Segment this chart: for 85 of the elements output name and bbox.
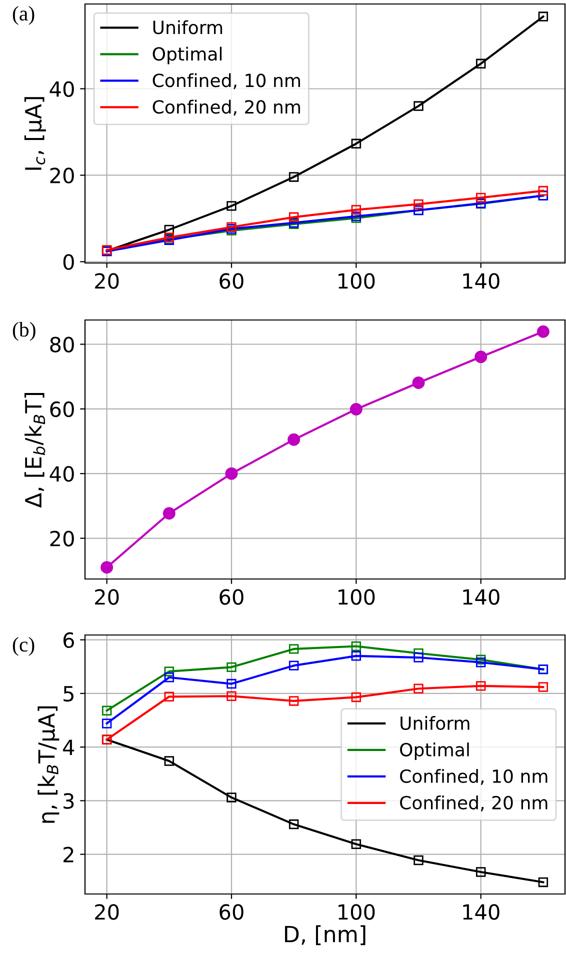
point	[351, 138, 362, 149]
point	[226, 678, 236, 689]
point	[226, 691, 236, 701]
y-tick-label: 40	[50, 466, 74, 482]
point	[225, 467, 238, 480]
point	[288, 696, 299, 706]
point	[476, 192, 486, 203]
legend-label: Confined, 10 nm	[152, 73, 300, 90]
point	[288, 433, 300, 446]
y-tick-label: 20	[50, 168, 74, 184]
x-tick-label: 100	[338, 589, 375, 605]
x-tick-label: 140	[463, 589, 500, 605]
legend-label: Confined, 20 nm	[400, 796, 548, 812]
y-tick-label: 0	[63, 254, 74, 270]
point	[351, 839, 362, 849]
point	[474, 350, 488, 364]
x-tick-label: 20	[95, 904, 119, 920]
point	[538, 12, 548, 22]
y-tick-label: 40	[50, 81, 74, 97]
point	[351, 641, 362, 652]
x-tick-label: 100	[338, 273, 375, 289]
y-tick-label: 6	[63, 632, 74, 648]
legend-label: Confined, 20 nm	[152, 100, 300, 116]
point	[476, 657, 486, 668]
point	[164, 756, 174, 766]
x-tick-label: 140	[463, 904, 500, 920]
y-tick-label: 20	[50, 530, 74, 546]
x-tick-label: 60	[220, 273, 244, 289]
y-tick-label: 5	[64, 686, 74, 702]
point	[414, 855, 424, 866]
y-axis-title: I$_{c}$, [μA]	[24, 97, 46, 170]
x-axis-title: D, [nm]	[285, 925, 366, 946]
point	[536, 325, 550, 338]
point	[538, 877, 548, 888]
point	[164, 224, 174, 235]
point	[538, 682, 548, 692]
point	[100, 561, 114, 574]
point	[476, 867, 486, 877]
point	[164, 692, 174, 702]
x-tick-label: 20	[95, 273, 119, 289]
legend-label: Optimal	[400, 742, 469, 760]
x-tick-label: 60	[220, 904, 244, 920]
point	[350, 402, 362, 416]
y-axis-title: η, [k$_{B}$T/μA]	[38, 706, 60, 823]
chart-title: (a)	[12, 6, 34, 25]
point	[226, 201, 236, 211]
point	[288, 660, 299, 670]
y-tick-label: 60	[50, 401, 74, 418]
point	[288, 644, 299, 654]
y-tick-label: 4	[63, 740, 74, 755]
point	[164, 666, 174, 676]
point	[288, 172, 299, 182]
chart-title: (b)	[12, 322, 36, 341]
x-tick-label: 60	[220, 589, 244, 605]
point	[351, 692, 362, 702]
y-tick-label: 2	[64, 846, 74, 862]
point	[412, 376, 425, 389]
point	[476, 58, 486, 69]
chart-title: (c)	[12, 637, 34, 656]
y-tick-label: 80	[50, 336, 74, 352]
point	[414, 652, 424, 662]
point	[351, 651, 362, 661]
point	[351, 204, 362, 215]
x-tick-label: 100	[338, 904, 375, 920]
point	[288, 212, 299, 222]
point	[476, 681, 486, 691]
legend-label: Optimal	[152, 46, 222, 64]
point	[162, 507, 176, 520]
legend-label: Uniform	[153, 20, 222, 34]
point	[414, 101, 424, 111]
y-axis-title: Δ, [E$_{b}$/k$_{B}$T]	[24, 393, 46, 508]
point	[102, 706, 112, 716]
point	[226, 662, 236, 672]
point	[414, 199, 424, 210]
y-tick-label: 3	[64, 793, 74, 809]
x-tick-label: 20	[95, 589, 119, 605]
point	[102, 718, 112, 728]
point	[164, 672, 174, 682]
legend-label: Confined, 10 nm	[400, 769, 548, 785]
point	[538, 186, 548, 196]
legend-label: Uniform	[400, 716, 470, 730]
point	[226, 792, 236, 802]
x-tick-label: 140	[463, 273, 500, 289]
point	[288, 819, 299, 830]
point	[414, 684, 424, 694]
